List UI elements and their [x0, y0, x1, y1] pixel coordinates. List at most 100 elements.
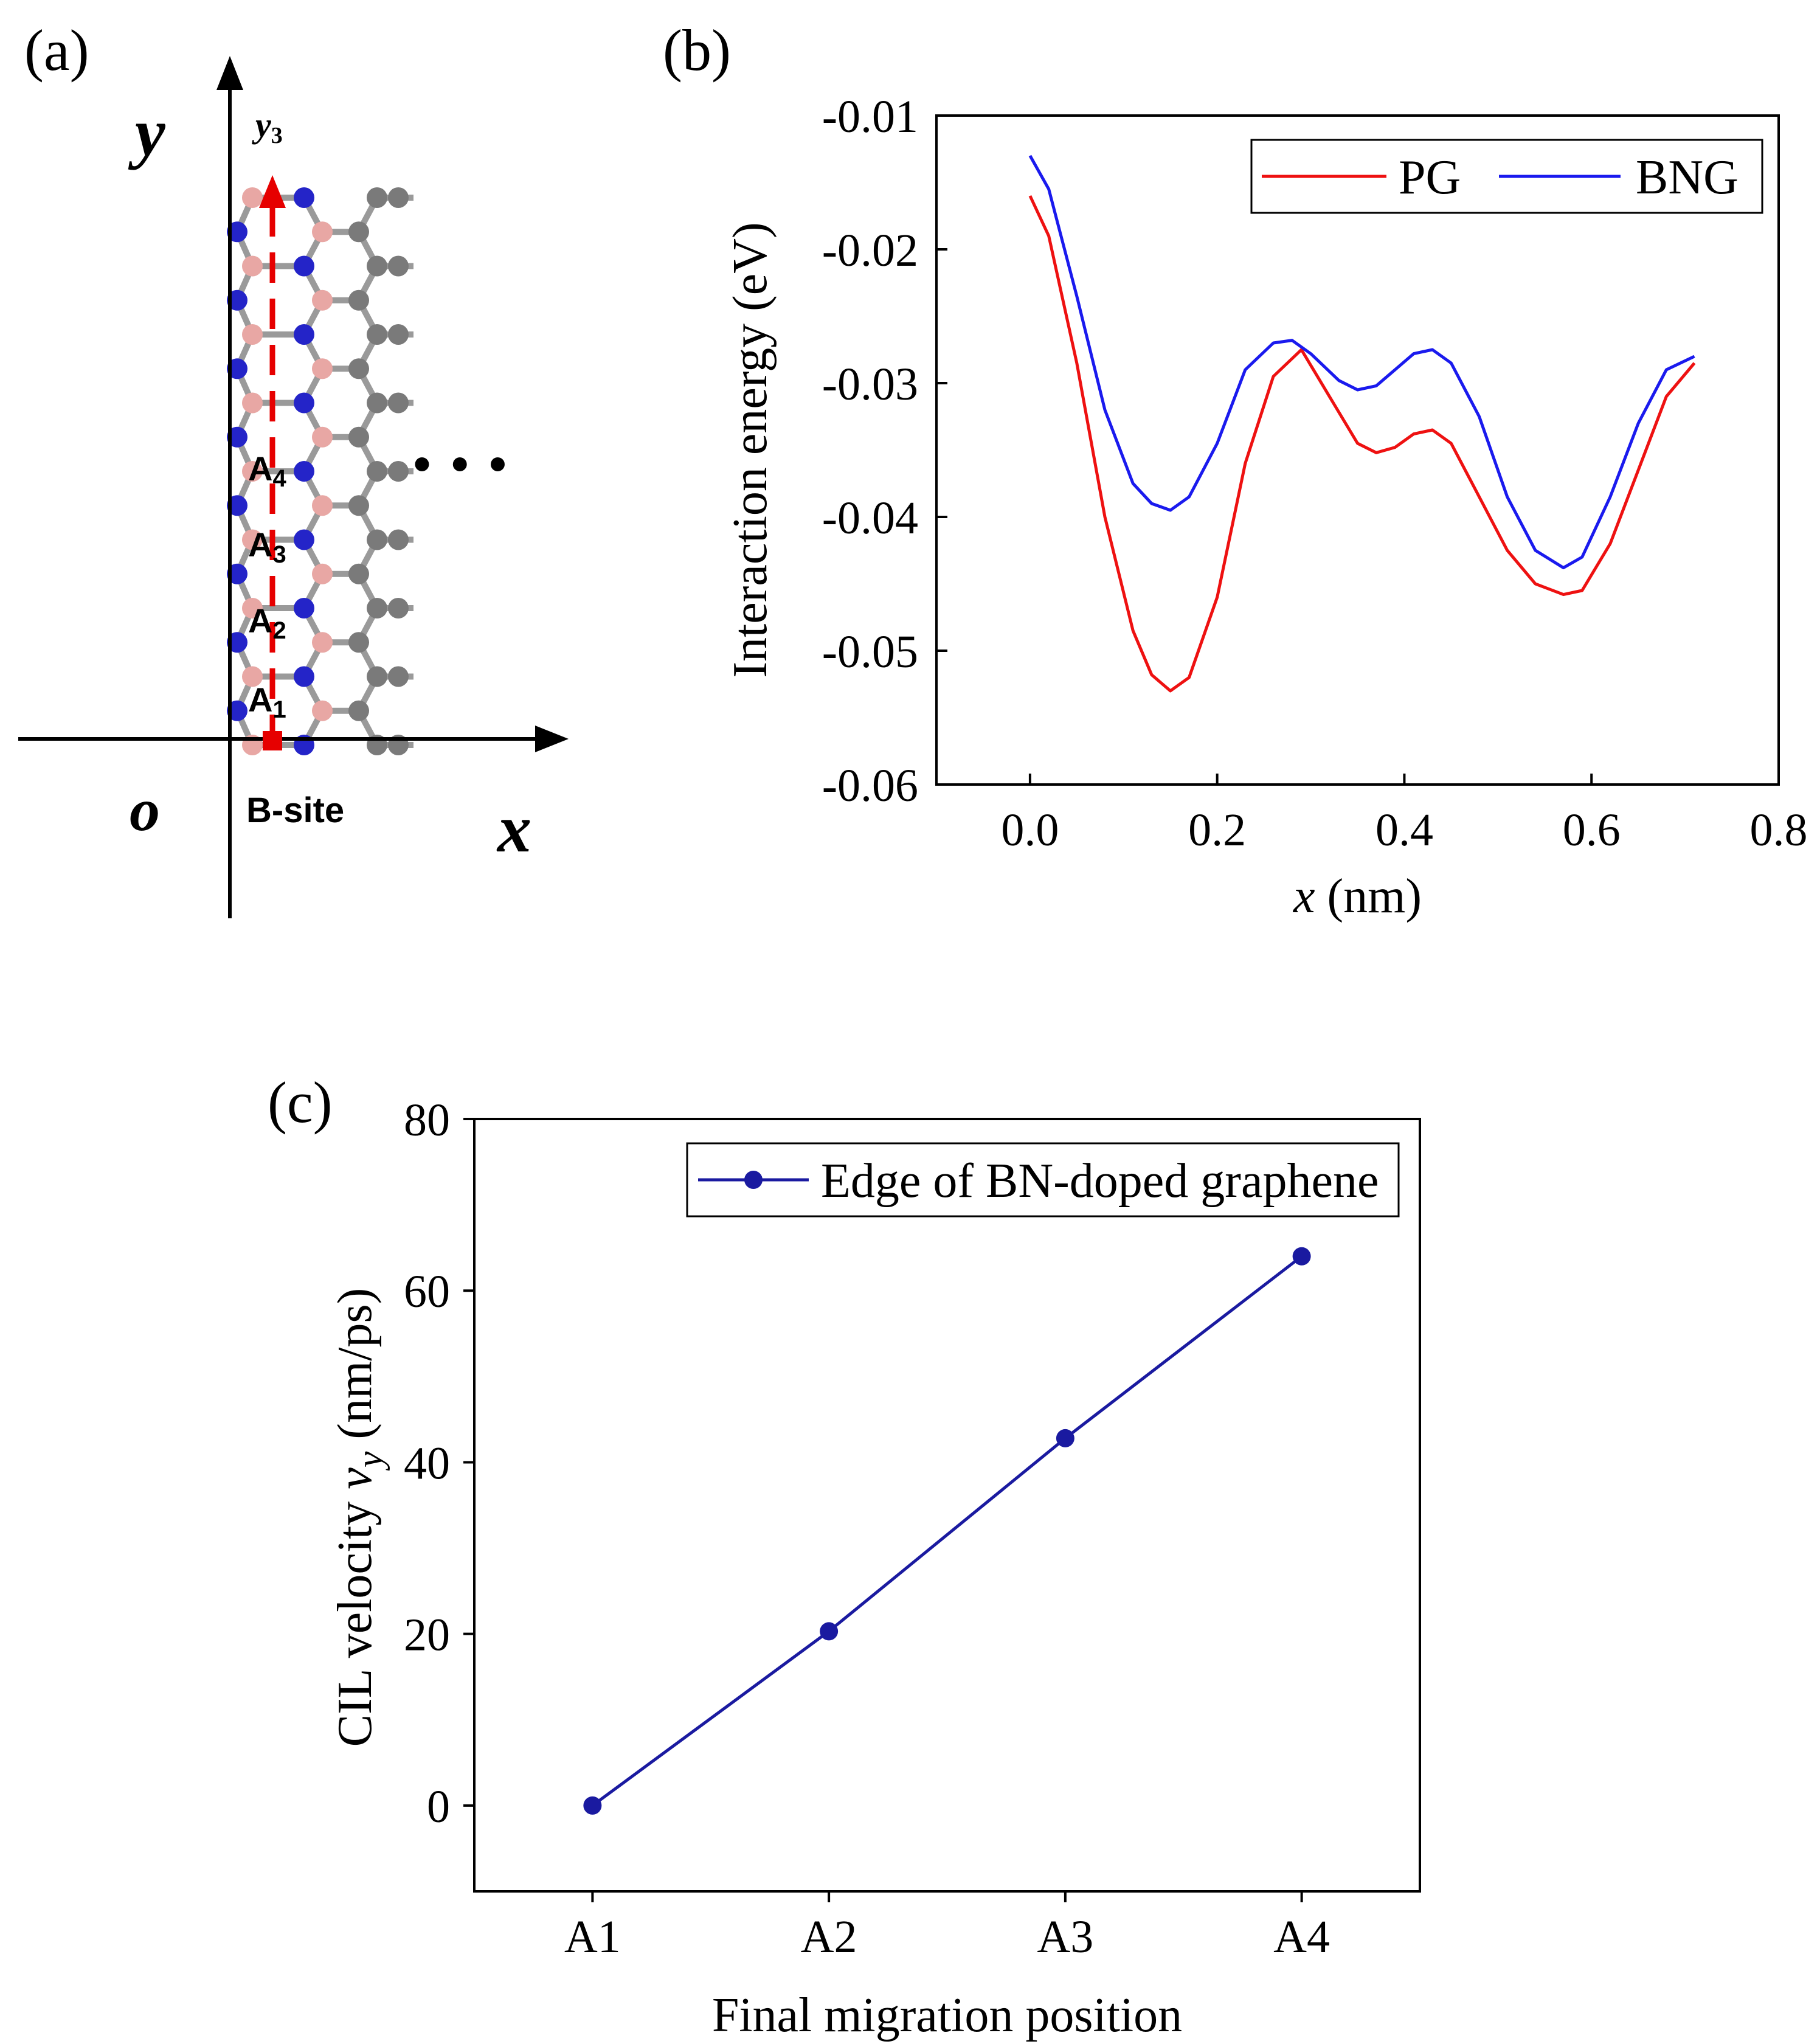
- atom-b: [312, 563, 333, 584]
- atom-b: [242, 461, 263, 482]
- atom-c: [388, 255, 409, 277]
- migration-path-arrowhead: [259, 175, 286, 208]
- atom-b: [312, 289, 333, 311]
- chart-c-ytick-label: 40: [404, 1438, 450, 1489]
- atom-c: [348, 289, 369, 311]
- atom-c: [348, 221, 369, 243]
- atom-b: [242, 529, 263, 550]
- chart-c-point: [820, 1622, 839, 1641]
- atom-b: [312, 426, 333, 448]
- lattice-atoms: [227, 187, 409, 755]
- atom-n: [227, 358, 247, 379]
- chart-b-ytick-label: -0.04: [822, 493, 918, 544]
- site-label-sub: 3: [272, 541, 286, 568]
- atom-c: [388, 598, 409, 618]
- chart-c-legend-box: [686, 1142, 1400, 1218]
- chart-c-ylabel-var: v: [328, 1467, 382, 1489]
- atom-b: [242, 187, 263, 208]
- path-label: y3: [252, 105, 283, 148]
- atom-n: [227, 632, 247, 653]
- chart-b-xlabel: x (nm): [1293, 870, 1422, 923]
- chart-c-legend-label: Edge of BN-doped graphene: [821, 1154, 1379, 1208]
- atom-n: [227, 221, 247, 243]
- atom-b: [312, 700, 333, 721]
- chart-c-legend: Edge of BN-doped graphene: [686, 1142, 1400, 1218]
- chart-b-legend-label: BNG: [1636, 151, 1739, 204]
- chart-c-axes: A1 A2 A3 A4 0 20 40 60 80: [404, 1095, 1330, 1963]
- atom-n: [227, 289, 247, 311]
- chart-b-series: [1028, 154, 1696, 693]
- chart-b-series-bng: [1028, 154, 1695, 570]
- atom-c: [388, 187, 409, 208]
- chart-b-legend: PG BNG: [1250, 139, 1763, 214]
- chart-c-xtick-label: A3: [1037, 1911, 1093, 1963]
- atom-n: [227, 563, 247, 584]
- atom-b: [242, 392, 263, 414]
- origin-label: o: [130, 776, 160, 844]
- panel-c: (c) A1 A2 A3 A4 0 20 40 60 80 Final migration po…: [268, 1070, 1421, 2042]
- site-label-main: A: [248, 525, 272, 564]
- site-label: A3: [248, 525, 286, 568]
- atom-c: [348, 426, 369, 448]
- atom-c: [367, 666, 387, 687]
- chart-b-xtick-label: 0.6: [1563, 805, 1621, 856]
- chart-b-xlabel-var: x: [1293, 870, 1315, 923]
- chart-b-ytick-label: -0.02: [822, 225, 918, 276]
- chart-b-series-pg: [1028, 195, 1696, 693]
- ellipsis: • • •: [413, 437, 510, 491]
- atom-c: [348, 495, 369, 516]
- site-label-main: A: [248, 449, 272, 488]
- atom-c: [348, 563, 369, 584]
- atom-c: [388, 392, 409, 414]
- chart-c-legend-marker: [744, 1171, 763, 1189]
- site-label-sub: 4: [272, 465, 286, 492]
- atom-c: [367, 529, 387, 550]
- panel-b-label: (b): [663, 18, 731, 83]
- chart-b-xtick-label: 0.8: [1750, 805, 1808, 856]
- chart-c-ylabel-var-sub: y: [350, 1451, 390, 1471]
- panel-c-label: (c): [268, 1070, 333, 1135]
- atom-n: [294, 461, 314, 482]
- atom-c: [348, 700, 369, 721]
- atom-b: [242, 255, 263, 277]
- chart-c-series: [583, 1247, 1311, 1815]
- chart-c-series-line: [591, 1255, 1303, 1807]
- atom-n: [294, 324, 314, 345]
- chart-b-ytick-label: -0.06: [822, 760, 918, 811]
- chart-c-xtick-label: A4: [1273, 1911, 1330, 1963]
- chart-c-plot-area: [473, 1118, 1421, 1893]
- start-marker: [263, 731, 282, 750]
- atom-c: [348, 358, 369, 379]
- site-label: A1: [248, 681, 286, 723]
- chart-c-point: [1056, 1429, 1074, 1447]
- chart-b-ytick-label: -0.01: [822, 91, 918, 142]
- atom-n: [227, 700, 247, 721]
- chart-b-xtick-label: 0.0: [1001, 805, 1059, 856]
- site-label: A4: [248, 449, 286, 492]
- atom-c: [367, 598, 387, 618]
- chart-b-plot-area: [935, 114, 1780, 786]
- atom-c: [367, 255, 387, 277]
- atom-b: [242, 666, 263, 687]
- atom-c: [367, 324, 387, 345]
- atom-b: [312, 358, 333, 379]
- chart-c-point: [1292, 1247, 1311, 1266]
- chart-c-xtick-label: A2: [801, 1911, 857, 1963]
- chart-b-ytick-label: -0.05: [822, 626, 918, 677]
- atom-n: [294, 598, 314, 618]
- site-label-sub: 1: [272, 696, 286, 723]
- path-label-sub: 3: [271, 123, 283, 148]
- atom-b: [242, 598, 263, 618]
- atom-c: [388, 666, 409, 687]
- chart-c-ytick-label: 80: [404, 1095, 450, 1146]
- chart-c-ytick-label: 20: [404, 1610, 450, 1661]
- atom-c: [388, 324, 409, 345]
- chart-b-xtick-label: 0.4: [1375, 805, 1433, 856]
- chart-b-axes: 0.0 0.2 0.4 0.6 0.8 -0.01 -0.02 -0.03 -0.04 -0.05…: [822, 91, 1808, 856]
- start-label: B-site: [246, 791, 344, 830]
- panel-a-label: (a): [24, 18, 89, 83]
- site-label: A2: [248, 601, 286, 644]
- atom-n: [294, 255, 314, 277]
- chart-b-xlabel-unit: (nm): [1315, 870, 1422, 923]
